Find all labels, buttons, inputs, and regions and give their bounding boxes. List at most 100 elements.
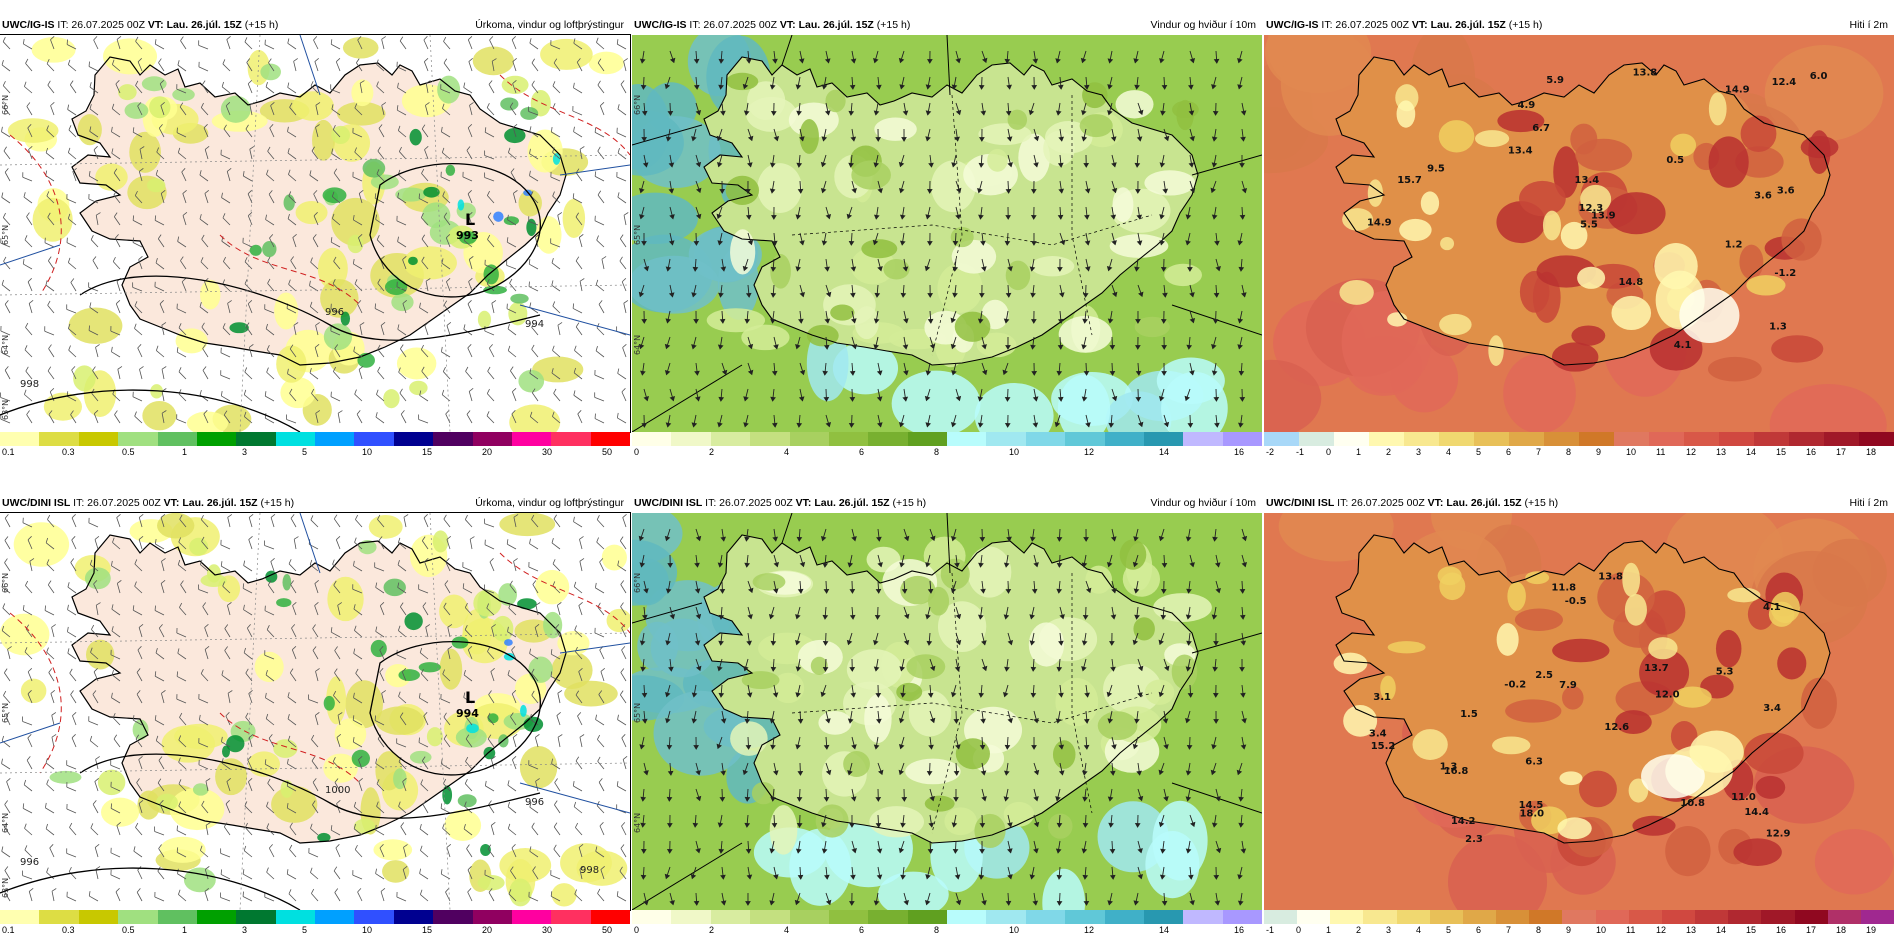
model-name: UWC/IG-IS bbox=[1266, 19, 1319, 31]
variable-title: Vindur og hviður í 10m bbox=[1150, 497, 1256, 509]
colorbar-tick-label: 10 bbox=[362, 925, 373, 935]
init-time: IT: 26.07.2025 00Z bbox=[686, 19, 780, 31]
temperature-label: 3.1 bbox=[1373, 692, 1391, 703]
colorbar-swatch bbox=[1509, 432, 1544, 446]
panel-precip-dini: UWC/DINI ISL IT: 26.07.2025 00Z VT: Lau.… bbox=[0, 495, 631, 950]
colorbar-swatch bbox=[118, 432, 158, 446]
colorbar-tick-label: 12 bbox=[1686, 447, 1697, 457]
colorbar-tick-label: 50 bbox=[602, 925, 613, 935]
colorbar-swatch bbox=[0, 910, 40, 924]
colorbar-swatch bbox=[1474, 432, 1509, 446]
model-name: UWC/IG-IS bbox=[634, 19, 687, 31]
field-shading bbox=[753, 800, 1208, 910]
colorbar-swatch bbox=[78, 432, 119, 446]
panel-temp-dini: UWC/DINI ISL IT: 26.07.2025 00Z VT: Lau.… bbox=[1264, 495, 1894, 950]
colorbar-swatch bbox=[1628, 910, 1662, 924]
colorbar-tick-label: 4 bbox=[1446, 447, 1452, 457]
temperature-label: -0.2 bbox=[1504, 679, 1526, 690]
colorbar-tick-label: 4 bbox=[784, 925, 790, 935]
colorbar-tick-label: 9 bbox=[1596, 447, 1602, 457]
colorbar-swatch bbox=[1529, 910, 1563, 924]
panel-header: UWC/DINI ISL IT: 26.07.2025 00Z VT: Lau.… bbox=[1264, 495, 1894, 511]
colorbar-tick-label: 8 bbox=[934, 447, 940, 457]
low-pressure-symbol: L bbox=[465, 688, 475, 707]
isobar-label: 996 bbox=[325, 307, 344, 318]
colorbar-swatch bbox=[1761, 910, 1795, 924]
temperature-label: 14.8 bbox=[1619, 277, 1644, 288]
colorbar-tick-label: 30 bbox=[542, 925, 553, 935]
colorbar-tick-label: 15 bbox=[422, 447, 433, 457]
init-time: IT: 26.07.2025 00Z bbox=[54, 19, 148, 31]
model-name: UWC/DINI ISL bbox=[634, 497, 703, 509]
colorbar-swatch bbox=[710, 910, 751, 924]
colorbar-swatch bbox=[1369, 432, 1404, 446]
colorbar-tick-label: 4 bbox=[1416, 925, 1422, 935]
temperature-label: 3.4 bbox=[1369, 728, 1387, 739]
temperature-label: 6.0 bbox=[1810, 71, 1828, 82]
wind-arrows bbox=[638, 528, 1248, 906]
colorbar-tick-label: 2 bbox=[1356, 925, 1362, 935]
temperature-label: 1.3 bbox=[1769, 321, 1787, 332]
temperature-label: 12.0 bbox=[1655, 690, 1680, 701]
panel-temp-igis: UWC/IG-IS IT: 26.07.2025 00Z VT: Lau. 26… bbox=[1264, 17, 1894, 472]
colorbar-swatch bbox=[947, 910, 987, 924]
init-time: IT: 26.07.2025 00Z bbox=[702, 497, 796, 509]
colorbar-swatch bbox=[196, 910, 237, 924]
colorbar-swatch bbox=[590, 432, 630, 446]
colorbar-ticks: 0.1 0.3 0.5 1 3 5 10 15 20 30 50 bbox=[0, 925, 630, 937]
colorbar-swatch bbox=[511, 432, 552, 446]
colorbar-ticks: -2 -1 0 1 2 3 4 5 6 7 8 9 10 11 12 13 14 15 16 17 18 bbox=[1264, 447, 1894, 459]
isobar-label: 994 bbox=[525, 319, 544, 330]
latitude-label: 65°N bbox=[633, 703, 642, 723]
temperature-label: 0.5 bbox=[1666, 155, 1684, 166]
colorbar-swatch bbox=[472, 910, 512, 924]
latitude-label: 63°N bbox=[1, 878, 10, 898]
temperature-label: 13.8 bbox=[1633, 68, 1658, 79]
isobar-label: 998 bbox=[20, 379, 39, 390]
colorbar bbox=[1264, 432, 1894, 446]
colorbar bbox=[0, 432, 630, 446]
colorbar-tick-label: 30 bbox=[542, 447, 553, 457]
colorbar-tick-label: 9 bbox=[1566, 925, 1572, 935]
colorbar-swatch bbox=[1334, 432, 1369, 446]
temperature-label: 7.9 bbox=[1559, 680, 1577, 691]
field-shading bbox=[1264, 255, 1887, 432]
colorbar-tick-label: 1 bbox=[182, 925, 188, 935]
temperature-label: 4.1 bbox=[1763, 602, 1781, 613]
latitude-label: 63°N bbox=[1, 400, 10, 420]
panel-meta: UWC/IG-IS IT: 26.07.2025 00Z VT: Lau. 26… bbox=[1266, 17, 1542, 33]
map-area: 66°N 65°N 64°N bbox=[632, 513, 1262, 910]
colorbar-swatch bbox=[868, 432, 908, 446]
colorbar-tick-label: 12 bbox=[1656, 925, 1667, 935]
temperature-label: 12.3 bbox=[1579, 203, 1604, 214]
colorbar-tick-label: 7 bbox=[1506, 925, 1512, 935]
panel-meta: UWC/IG-IS IT: 26.07.2025 00Z VT: Lau. 26… bbox=[2, 17, 278, 33]
colorbar-ticks: 0.1 0.3 0.5 1 3 5 10 15 20 30 50 bbox=[0, 447, 630, 459]
panel-meta: UWC/DINI ISL IT: 26.07.2025 00Z VT: Lau.… bbox=[634, 495, 926, 511]
temperature-label: 14.2 bbox=[1451, 816, 1476, 827]
map-area: 3.1 13.8 2.3 4.1 11.0 5.3 2.5 14.2 12.6 3.4 15.2 14… bbox=[1264, 513, 1894, 910]
colorbar-tick-label: 11 bbox=[1656, 447, 1666, 457]
temp-contours bbox=[9, 552, 630, 784]
colorbar-swatch bbox=[986, 432, 1026, 446]
colorbar-swatch bbox=[433, 910, 473, 924]
isobar-label: 998 bbox=[580, 865, 599, 876]
temperature-label: 12.9 bbox=[1766, 829, 1791, 840]
latitude-label: 66°N bbox=[633, 95, 642, 115]
panel-header: UWC/IG-IS IT: 26.07.2025 00Z VT: Lau. 26… bbox=[0, 17, 630, 33]
field-shading bbox=[1654, 243, 1740, 343]
colorbar-tick-label: 8 bbox=[1566, 447, 1572, 457]
colorbar-swatch bbox=[1719, 432, 1754, 446]
colorbar-swatch bbox=[986, 910, 1026, 924]
colorbar-swatch bbox=[1728, 910, 1762, 924]
colorbar-swatch bbox=[433, 432, 473, 446]
colorbar-swatch bbox=[632, 910, 672, 924]
colorbar-swatch bbox=[1496, 910, 1530, 924]
lead-time: (+15 h) bbox=[241, 19, 279, 31]
temperature-label: 11.0 bbox=[1731, 792, 1756, 803]
colorbar-tick-label: 10 bbox=[362, 447, 373, 457]
colorbar-tick-label: -2 bbox=[1266, 447, 1275, 457]
colorbar-tick-label: 14 bbox=[1159, 925, 1170, 935]
colorbar-swatch bbox=[1222, 432, 1262, 446]
colorbar-swatch bbox=[1649, 432, 1684, 446]
